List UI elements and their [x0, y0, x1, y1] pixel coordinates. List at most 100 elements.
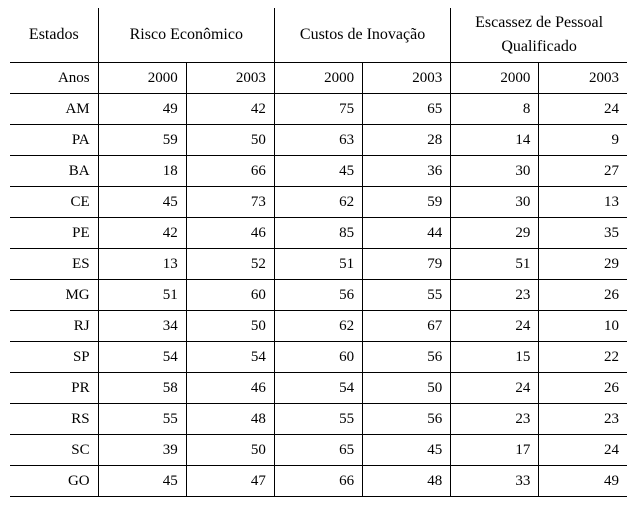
cell-custos-2003: 56	[363, 404, 451, 435]
cell-esc-2000: 30	[451, 156, 539, 187]
cell-custos-2000: 56	[274, 280, 362, 311]
row-label: PR	[10, 373, 98, 404]
table-row: RJ345062672410	[10, 311, 627, 342]
cell-custos-2003: 59	[363, 187, 451, 218]
cell-custos-2003: 79	[363, 249, 451, 280]
header-risco: Risco Econômico	[98, 8, 274, 63]
header-esc-2003: 2003	[539, 63, 627, 94]
header-row-years: Anos 2000 2003 2000 2003 2000 2003	[10, 63, 627, 94]
cell-custos-2000: 54	[274, 373, 362, 404]
cell-esc-2003: 22	[539, 342, 627, 373]
cell-risco-2000: 18	[98, 156, 186, 187]
cell-custos-2000: 66	[274, 466, 362, 497]
cell-risco-2003: 50	[186, 311, 274, 342]
cell-risco-2003: 73	[186, 187, 274, 218]
table-row: SC395065451724	[10, 435, 627, 466]
row-label: SC	[10, 435, 98, 466]
cell-risco-2003: 52	[186, 249, 274, 280]
cell-esc-2000: 29	[451, 218, 539, 249]
row-label: PE	[10, 218, 98, 249]
row-label: MG	[10, 280, 98, 311]
cell-esc-2000: 23	[451, 280, 539, 311]
cell-risco-2003: 46	[186, 218, 274, 249]
cell-custos-2000: 55	[274, 404, 362, 435]
cell-risco-2000: 42	[98, 218, 186, 249]
cell-custos-2003: 50	[363, 373, 451, 404]
cell-custos-2000: 85	[274, 218, 362, 249]
row-label: AM	[10, 94, 98, 125]
row-label: RJ	[10, 311, 98, 342]
header-risco-2000: 2000	[98, 63, 186, 94]
cell-esc-2000: 24	[451, 373, 539, 404]
cell-risco-2003: 54	[186, 342, 274, 373]
cell-esc-2003: 26	[539, 280, 627, 311]
row-label: PA	[10, 125, 98, 156]
cell-esc-2000: 33	[451, 466, 539, 497]
header-escassez-l2: Qualificado	[501, 38, 577, 55]
cell-esc-2000: 51	[451, 249, 539, 280]
row-label: RS	[10, 404, 98, 435]
cell-esc-2003: 35	[539, 218, 627, 249]
cell-esc-2003: 23	[539, 404, 627, 435]
cell-risco-2000: 45	[98, 187, 186, 218]
cell-custos-2000: 65	[274, 435, 362, 466]
row-label: GO	[10, 466, 98, 497]
cell-custos-2003: 45	[363, 435, 451, 466]
header-custos-2000: 2000	[274, 63, 362, 94]
cell-esc-2003: 29	[539, 249, 627, 280]
cell-custos-2003: 48	[363, 466, 451, 497]
header-custos-2003: 2003	[363, 63, 451, 94]
header-risco-2003: 2003	[186, 63, 274, 94]
cell-risco-2003: 50	[186, 435, 274, 466]
cell-custos-2003: 55	[363, 280, 451, 311]
table-row: GO454766483349	[10, 466, 627, 497]
cell-esc-2003: 26	[539, 373, 627, 404]
cell-custos-2000: 75	[274, 94, 362, 125]
cell-esc-2000: 15	[451, 342, 539, 373]
cell-custos-2000: 60	[274, 342, 362, 373]
cell-custos-2003: 28	[363, 125, 451, 156]
cell-custos-2000: 51	[274, 249, 362, 280]
cell-esc-2000: 8	[451, 94, 539, 125]
header-escassez-l1: Escassez de Pessoal	[475, 14, 603, 31]
table-row: BA186645363027	[10, 156, 627, 187]
cell-risco-2003: 48	[186, 404, 274, 435]
table-row: ES135251795129	[10, 249, 627, 280]
row-label: SP	[10, 342, 98, 373]
cell-custos-2000: 62	[274, 187, 362, 218]
cell-custos-2000: 62	[274, 311, 362, 342]
row-label: ES	[10, 249, 98, 280]
header-row-groups: Estados Risco Econômico Custos de Inovaç…	[10, 8, 627, 63]
table-row: PR584654502426	[10, 373, 627, 404]
table-row: CE457362593013	[10, 187, 627, 218]
cell-risco-2000: 34	[98, 311, 186, 342]
cell-custos-2003: 67	[363, 311, 451, 342]
cell-esc-2003: 49	[539, 466, 627, 497]
cell-esc-2003: 24	[539, 435, 627, 466]
cell-esc-2003: 9	[539, 125, 627, 156]
cell-risco-2000: 58	[98, 373, 186, 404]
data-table: Estados Risco Econômico Custos de Inovaç…	[10, 8, 627, 497]
cell-risco-2000: 45	[98, 466, 186, 497]
cell-risco-2003: 60	[186, 280, 274, 311]
header-escassez: Escassez de Pessoal Qualificado	[451, 8, 627, 63]
cell-esc-2000: 23	[451, 404, 539, 435]
cell-risco-2000: 54	[98, 342, 186, 373]
cell-esc-2000: 24	[451, 311, 539, 342]
cell-esc-2000: 17	[451, 435, 539, 466]
cell-risco-2000: 13	[98, 249, 186, 280]
cell-esc-2003: 24	[539, 94, 627, 125]
cell-esc-2003: 13	[539, 187, 627, 218]
cell-risco-2000: 49	[98, 94, 186, 125]
cell-esc-2000: 14	[451, 125, 539, 156]
cell-risco-2003: 46	[186, 373, 274, 404]
cell-risco-2003: 66	[186, 156, 274, 187]
header-estados: Estados	[10, 8, 98, 63]
cell-esc-2000: 30	[451, 187, 539, 218]
cell-risco-2000: 39	[98, 435, 186, 466]
row-label: BA	[10, 156, 98, 187]
cell-risco-2003: 50	[186, 125, 274, 156]
data-table-wrap: Estados Risco Econômico Custos de Inovaç…	[0, 0, 637, 507]
row-label: CE	[10, 187, 98, 218]
table-row: PA59506328149	[10, 125, 627, 156]
